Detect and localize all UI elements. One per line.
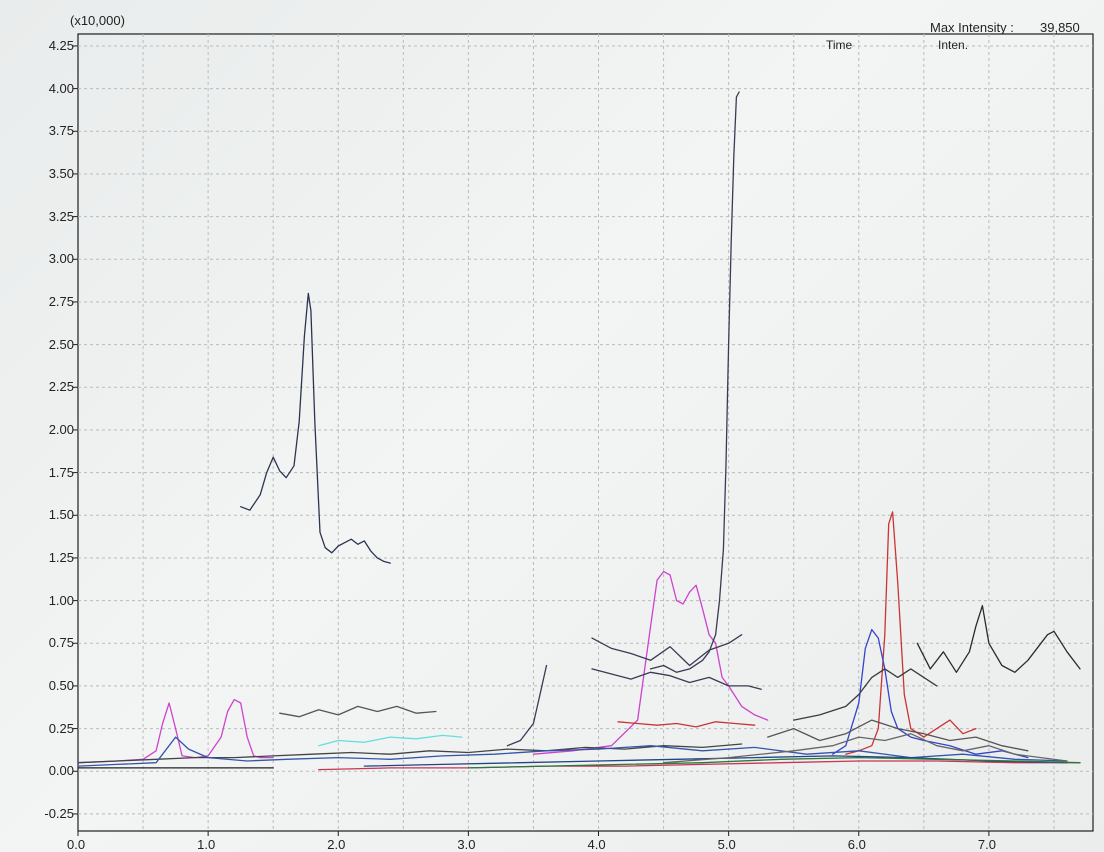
- series-line-14: [793, 668, 938, 721]
- x-tick-label: 1.0: [197, 837, 216, 852]
- y-tick-label: 2.00: [48, 421, 74, 437]
- grid-lines: [78, 34, 1093, 831]
- series-line-2: [77, 698, 274, 764]
- y-tick-label: 3.00: [48, 251, 74, 267]
- y-tick-label: 4.00: [48, 80, 74, 96]
- series-line-10: [617, 721, 756, 728]
- plot-area: [77, 33, 1094, 832]
- series-line-9: [318, 734, 463, 747]
- time-column-header: Time: [826, 38, 853, 52]
- y-tick-label: 0.25: [48, 720, 74, 736]
- series-line-15: [767, 719, 1029, 752]
- y-tick-label: 0.75: [48, 635, 74, 651]
- y-tick-label: 4.25: [48, 37, 74, 53]
- x-tick-label: 7.0: [977, 837, 996, 852]
- x-tick-label: 3.0: [457, 837, 476, 852]
- y-tick-label: 0.00: [48, 763, 74, 779]
- series-line-6: [591, 634, 743, 667]
- y-tick-label: 0.50: [48, 677, 74, 693]
- series-line-12: [832, 628, 1029, 759]
- scale-label: (x10,000): [70, 13, 125, 28]
- series-line-5: [649, 91, 740, 673]
- y-tick-label: 2.75: [48, 293, 74, 309]
- max-intensity-value: 39,850: [1040, 20, 1080, 35]
- axis-ticks: [73, 45, 990, 836]
- y-tick-label: 3.75: [48, 123, 74, 139]
- y-tick-label: 1.25: [48, 549, 74, 565]
- series-line-7: [591, 668, 762, 690]
- y-tick-label: 3.25: [48, 208, 74, 224]
- series-line-22: [662, 733, 1068, 764]
- x-tick-label: 0.0: [67, 837, 86, 852]
- series-line-17: [77, 736, 1068, 767]
- max-intensity-label: Max Intensity :: [930, 20, 1014, 35]
- series-line-13: [916, 605, 1081, 673]
- series-line-21: [467, 756, 1081, 769]
- series-line-3: [532, 570, 769, 755]
- y-tick-label: 1.75: [48, 464, 74, 480]
- x-tick-label: 2.0: [327, 837, 346, 852]
- inten-column-header: Inten.: [938, 38, 969, 52]
- y-tick-label: 3.50: [48, 165, 74, 181]
- series-line-8: [279, 705, 437, 718]
- series-line-11: [845, 511, 977, 755]
- y-tick-label: 1.00: [48, 592, 74, 608]
- y-tick-label: 1.50: [48, 507, 74, 523]
- series-line-19: [318, 760, 1081, 771]
- x-tick-label: 5.0: [717, 837, 736, 852]
- series-line-1: [240, 292, 391, 564]
- x-tick-label: 4.0: [587, 837, 606, 852]
- x-tick-label: 6.0: [847, 837, 866, 852]
- series-line-16: [77, 743, 743, 764]
- y-tick-label: -0.25: [44, 805, 74, 821]
- y-tick-label: 2.50: [48, 336, 74, 352]
- y-tick-label: 2.25: [48, 379, 74, 395]
- series-line-4: [506, 664, 548, 747]
- series-lines: [77, 91, 1081, 771]
